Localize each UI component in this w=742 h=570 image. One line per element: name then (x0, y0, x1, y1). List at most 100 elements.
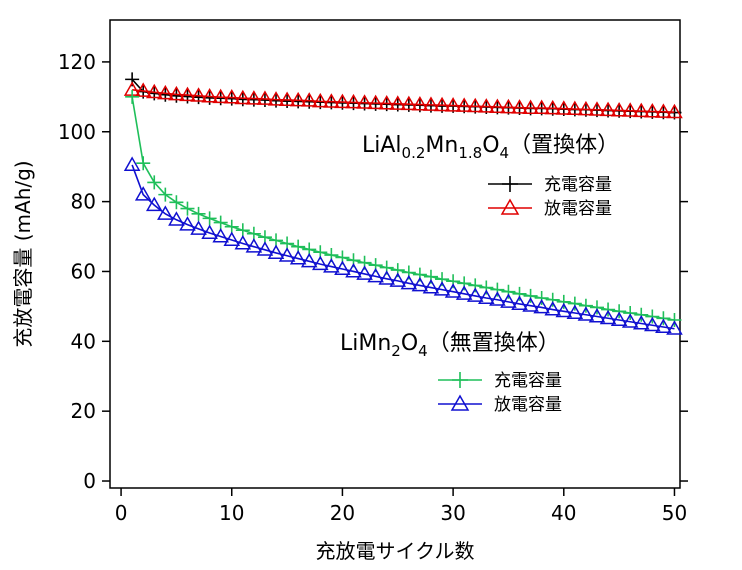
triangle-marker (644, 316, 661, 332)
plus-marker (601, 302, 616, 317)
plus-marker (556, 294, 571, 309)
legend-label: 放電容量 (544, 199, 612, 219)
triangle-marker (389, 272, 407, 287)
triangle-marker (511, 295, 528, 310)
triangle-marker (621, 313, 639, 328)
legend-title: LiMn2O4（無置換体） (340, 331, 560, 360)
triangle-marker (201, 87, 218, 103)
triangle-marker (478, 289, 495, 305)
triangle-marker (621, 102, 639, 117)
triangle-marker (478, 98, 495, 113)
legend-title-subscript: 0.2 (402, 144, 426, 162)
plus-marker (645, 309, 660, 324)
triangle-marker (168, 211, 185, 226)
series-2 (125, 89, 682, 328)
triangle-marker (566, 304, 584, 320)
triangle-marker (145, 83, 163, 99)
triangle-marker (168, 85, 185, 101)
triangle-marker (356, 265, 373, 280)
series-1 (123, 81, 683, 119)
triangle-marker (145, 196, 163, 212)
legend-title-text: O (482, 133, 499, 158)
legend-title-subscript: 4 (418, 342, 428, 360)
triangle-marker (644, 102, 661, 118)
triangle-marker (256, 241, 274, 256)
plus-marker (612, 304, 627, 319)
triangle-marker (411, 96, 429, 111)
triangle-marker (489, 98, 506, 113)
legend-title-text: LiAl (362, 133, 402, 158)
series-3 (123, 156, 683, 335)
triangle-marker (566, 100, 584, 116)
triangle-marker (544, 99, 562, 115)
plus-marker (125, 89, 140, 104)
triangle-marker (311, 255, 329, 271)
triangle-marker (378, 94, 395, 110)
plus-marker (667, 313, 682, 328)
triangle-marker (289, 91, 307, 107)
triangle-marker (300, 92, 318, 107)
triangle-marker (655, 103, 672, 118)
legend-title-text: （無置換体） (428, 331, 560, 356)
y-axis-title: 充放電容量 (mAh/g) (11, 160, 35, 347)
triangle-marker (610, 101, 628, 117)
triangle-marker (334, 93, 351, 109)
x-tick-label: 0 (115, 501, 128, 525)
plus-marker (147, 175, 162, 190)
triangle-marker (466, 97, 484, 113)
triangle-marker (610, 311, 628, 327)
plus-marker (235, 223, 250, 238)
x-tick-label: 30 (440, 501, 465, 525)
plus-marker (567, 296, 582, 311)
triangle-marker (577, 100, 595, 116)
triangle-marker (267, 91, 285, 106)
y-tick-label: 60 (71, 259, 96, 283)
triangle-marker (300, 252, 318, 268)
triangle-marker (544, 301, 562, 316)
triangle-marker (289, 250, 307, 265)
triangle-marker (450, 394, 470, 411)
triangle-marker (356, 94, 373, 109)
y-tick-label: 40 (71, 329, 96, 353)
plus-marker (545, 292, 560, 307)
plus-marker (224, 219, 239, 234)
triangle-marker (212, 228, 229, 243)
x-tick-label: 50 (662, 501, 687, 525)
triangle-marker (245, 90, 263, 105)
triangle-marker (157, 84, 174, 100)
triangle-marker (234, 89, 252, 105)
plus-marker (656, 311, 671, 326)
x-tick-label: 10 (219, 501, 244, 525)
plus-marker (169, 195, 184, 210)
triangle-marker (245, 238, 263, 253)
triangle-marker (223, 89, 241, 104)
triangle-marker (489, 291, 506, 306)
triangle-marker (278, 247, 296, 262)
x-tick-label: 20 (330, 501, 355, 525)
triangle-marker (345, 93, 362, 109)
triangle-marker (422, 96, 440, 111)
triangle-marker (212, 88, 229, 104)
plus-marker (534, 291, 549, 306)
axis-ticks: 0 10 20 30 40 50 0 20 40 60 80 100 120 (58, 50, 688, 525)
series-line (132, 89, 675, 113)
plus-marker (490, 282, 505, 297)
plus-marker (634, 307, 649, 322)
plus-marker (589, 300, 604, 315)
triangle-marker (522, 99, 539, 115)
triangle-marker (511, 99, 528, 114)
triangle-marker (422, 279, 440, 294)
plus-marker (501, 284, 516, 299)
plus-marker (158, 187, 173, 202)
triangle-marker (201, 224, 218, 240)
triangle-marker (123, 156, 141, 171)
plus-marker (623, 306, 638, 321)
triangle-marker (444, 97, 462, 112)
legend-title-text: O (401, 331, 418, 356)
legend-label: 放電容量 (494, 395, 562, 415)
y-tick-label: 80 (71, 190, 96, 214)
x-tick-label: 40 (551, 501, 576, 525)
